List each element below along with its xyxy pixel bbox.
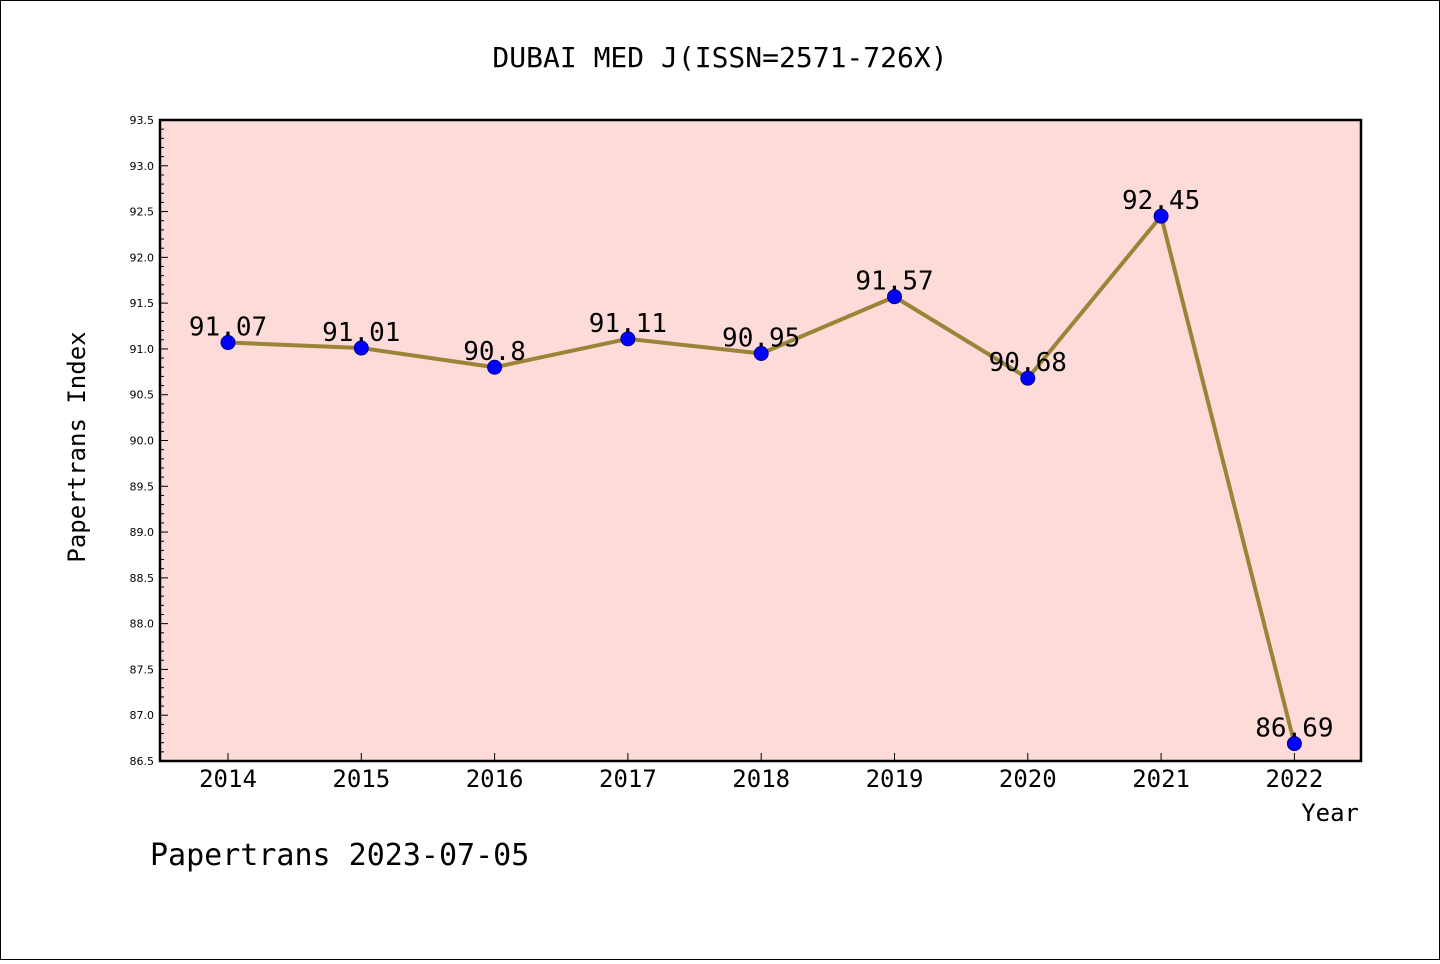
x-tick-label: 2022 <box>1266 765 1324 793</box>
y-tick-label: 89.0 <box>130 526 155 539</box>
x-axis: 2014 2015 2016 2017 2018 2019 2020 2021 2022 <box>199 753 1323 793</box>
data-label: 90.68 <box>989 348 1067 378</box>
data-point <box>487 359 503 375</box>
series-group: 91.07 91.01 90.8 91.11 90.95 91.57 90.68 92.45 8… <box>189 186 1334 752</box>
data-label: 91.07 <box>189 313 267 343</box>
y-tick-label: 91.5 <box>130 297 155 310</box>
data-point <box>887 289 902 305</box>
data-label: 91.11 <box>589 309 667 339</box>
y-tick-label: 91.0 <box>130 343 155 356</box>
y-tick-label: 92.0 <box>130 251 155 264</box>
data-point <box>1286 736 1302 752</box>
footer-text: Papertrans 2023-07-05 <box>150 838 529 873</box>
x-tick-label: 2018 <box>732 765 790 793</box>
data-point <box>220 335 236 351</box>
y-tick-label: 87.0 <box>130 709 155 722</box>
x-tick-label: 2021 <box>1132 765 1190 793</box>
chart-title: DUBAI MED J(ISSN=2571-726X) <box>492 41 947 74</box>
data-label: 91.57 <box>855 267 933 297</box>
x-tick-label: 2016 <box>466 765 524 793</box>
data-label: 90.8 <box>463 337 526 367</box>
y-tick-label: 88.5 <box>130 572 155 585</box>
y-tick-label: 90.5 <box>130 389 155 402</box>
y-tick-label: 93.5 <box>130 114 155 127</box>
y-tick-label: 89.5 <box>130 480 155 493</box>
data-label: 90.95 <box>722 324 800 354</box>
x-tick-label: 2015 <box>332 765 390 793</box>
data-point <box>1020 370 1036 386</box>
x-axis-label: Year <box>1301 799 1359 827</box>
data-label: 86.69 <box>1255 714 1333 744</box>
data-label: 92.45 <box>1122 186 1200 216</box>
y-axis: 86.5 87.0 87.5 88.0 88.5 89.0 89.5 90.0 90.5 91.0… <box>130 114 168 768</box>
y-tick-label: 86.5 <box>130 755 155 768</box>
y-tick-label: 88.0 <box>130 618 155 631</box>
y-axis-label: Papertrans Index <box>63 331 91 562</box>
data-point <box>1153 208 1169 224</box>
y-tick-label: 87.5 <box>130 663 155 676</box>
y-tick-label: 93.0 <box>130 160 155 173</box>
x-tick-label: 2019 <box>866 765 924 793</box>
y-tick-label: 92.5 <box>130 206 155 219</box>
plot-area <box>160 120 1361 761</box>
plot-border <box>158 118 1363 763</box>
x-tick-label: 2020 <box>999 765 1057 793</box>
data-label: 91.01 <box>322 318 400 348</box>
data-point <box>353 340 369 356</box>
y-tick-label: 90.0 <box>130 435 155 448</box>
x-tick-label: 2017 <box>599 765 657 793</box>
data-point <box>620 331 636 347</box>
data-point <box>753 346 769 362</box>
x-tick-label: 2014 <box>199 765 257 793</box>
